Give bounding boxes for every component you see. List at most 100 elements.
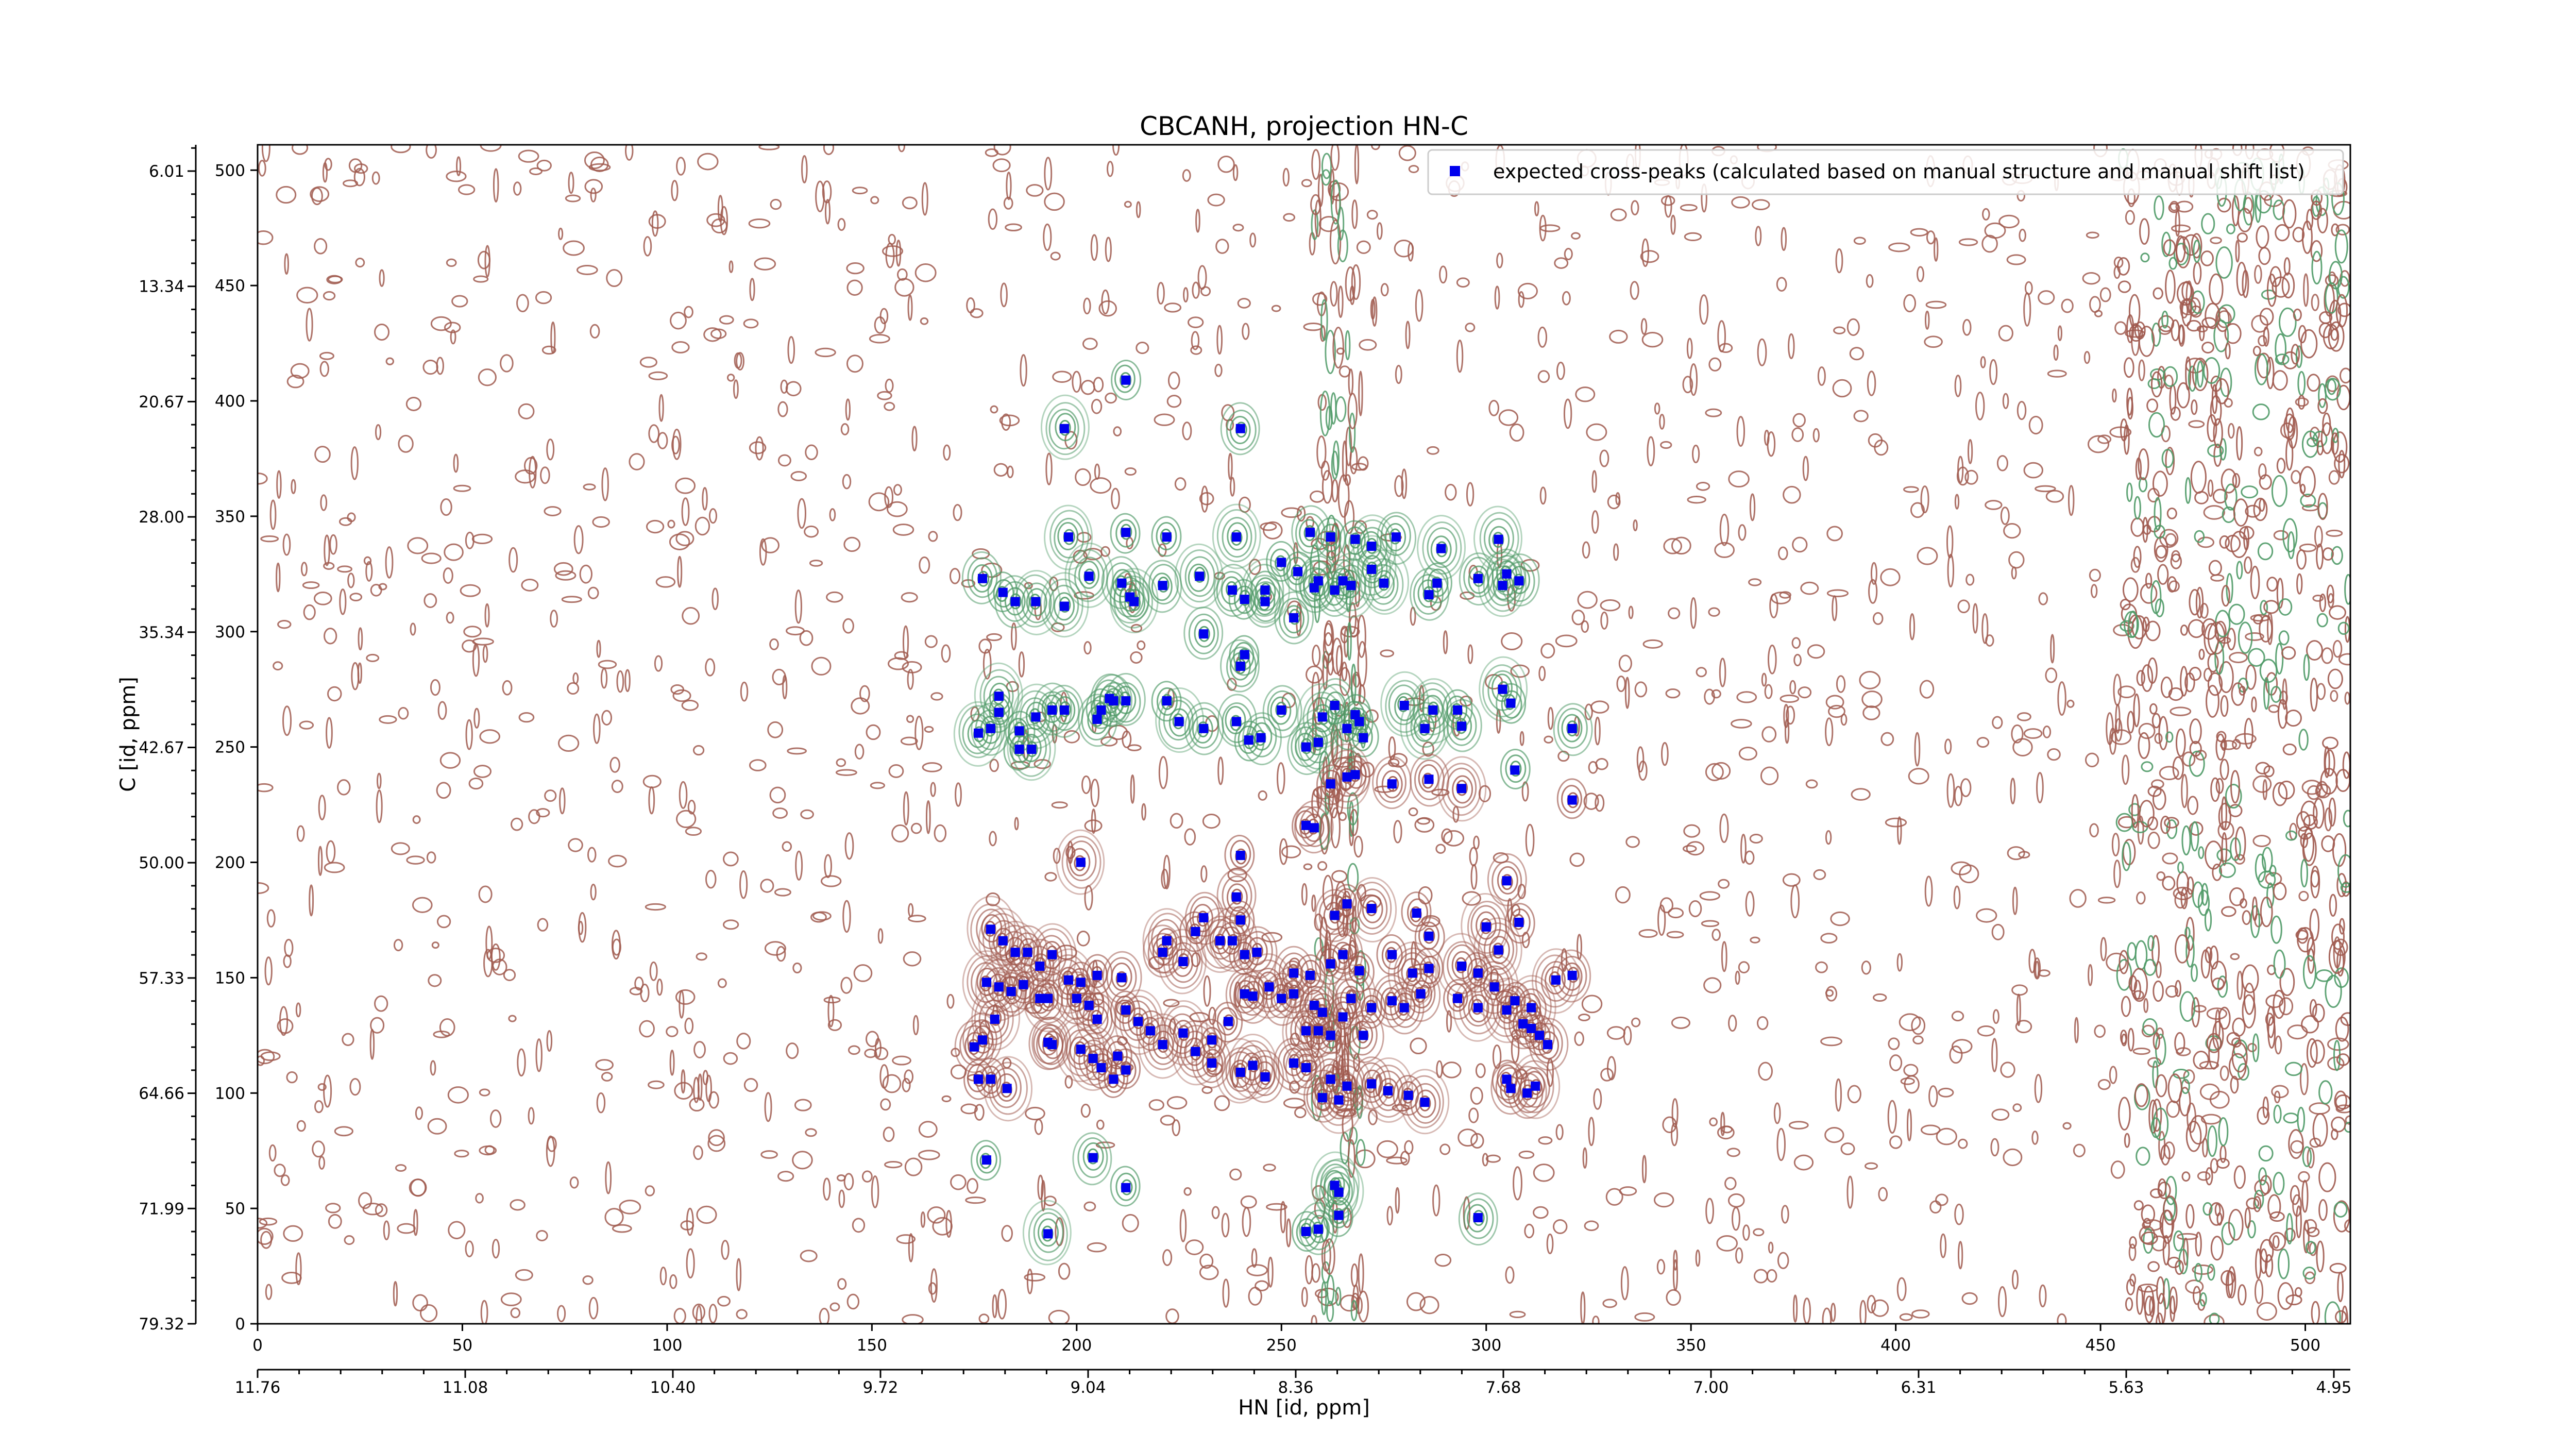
noise-contour xyxy=(296,287,318,304)
cross-peak-marker xyxy=(1088,1153,1098,1162)
noise-contour xyxy=(436,915,451,929)
peak-contour xyxy=(1026,741,1038,757)
edge-contour xyxy=(2261,847,2273,873)
cross-peak-marker xyxy=(1076,1044,1086,1054)
peak-contour xyxy=(1078,694,1118,747)
noise-contour xyxy=(422,359,438,375)
noise-contour xyxy=(596,1092,606,1114)
edge-contour xyxy=(2286,1212,2293,1245)
noise-contour xyxy=(1081,775,1091,794)
noise-contour xyxy=(465,1240,474,1257)
noise-contour xyxy=(2050,634,2055,664)
noise-contour xyxy=(1456,339,1464,373)
edge-contour xyxy=(2208,560,2222,576)
edge-contour xyxy=(2125,1297,2133,1311)
peak-contour xyxy=(1431,576,1443,593)
noise-contour xyxy=(2066,699,2075,708)
noise-contour xyxy=(1400,1151,1410,1166)
cross-peak-marker xyxy=(1240,989,1249,999)
noise-contour xyxy=(927,1206,946,1224)
noise-contour xyxy=(261,145,270,162)
noise-contour xyxy=(1788,333,1795,359)
peak-contour xyxy=(1423,928,1435,944)
noise-contour xyxy=(477,250,490,269)
cross-peak-marker xyxy=(1330,911,1340,920)
edge-contour xyxy=(2202,357,2221,384)
peak-contour xyxy=(1139,1017,1161,1046)
cross-peak-marker xyxy=(998,936,1008,946)
noise-contour xyxy=(2089,568,2101,582)
noise-contour xyxy=(1975,392,1985,420)
peak-contour xyxy=(1242,712,1282,766)
noise-contour xyxy=(355,258,365,268)
noise-contour xyxy=(605,1161,612,1194)
noise-contour xyxy=(799,630,814,646)
noise-contour xyxy=(1830,1303,1836,1322)
noise-contour xyxy=(1888,242,1910,252)
noise-contour xyxy=(1112,145,1120,156)
noise-contour xyxy=(347,572,355,588)
peak-contour xyxy=(1212,503,1261,569)
noise-contour xyxy=(584,179,603,194)
edge-contour xyxy=(2281,272,2295,299)
edge-contour xyxy=(2210,1236,2224,1261)
noise-contour xyxy=(2012,886,2018,915)
noise-contour xyxy=(879,308,889,325)
peak-contour xyxy=(1300,1060,1312,1076)
noise-contour xyxy=(473,275,489,283)
noise-contour xyxy=(1735,970,1740,985)
contour-layer xyxy=(258,145,2350,1324)
noise-contour xyxy=(391,842,410,855)
ridge-contour xyxy=(1332,440,1340,476)
edge-contour xyxy=(2212,488,2228,504)
noise-contour xyxy=(1954,785,1963,806)
noise-contour xyxy=(711,587,719,611)
noise-contour xyxy=(1482,1153,1489,1167)
peak-contour xyxy=(1183,606,1224,660)
cross-peak-marker xyxy=(1096,705,1106,715)
peak-contour xyxy=(1241,1052,1263,1081)
noise-contour xyxy=(2328,470,2340,485)
x-tick-label: 0 xyxy=(252,1336,263,1355)
noise-contour xyxy=(1518,291,1524,308)
peak-contour xyxy=(1421,562,1452,603)
noise-contour xyxy=(550,321,556,354)
edge-contour xyxy=(2241,485,2259,499)
noise-contour xyxy=(2015,1020,2032,1034)
edge-contour xyxy=(2278,307,2297,337)
noise-contour xyxy=(559,787,566,815)
noise-contour xyxy=(888,233,896,245)
noise-contour xyxy=(366,653,380,662)
noise-contour xyxy=(930,692,943,701)
noise-contour xyxy=(2199,1083,2220,1100)
cross-peak-marker xyxy=(1313,737,1323,747)
noise-contour xyxy=(1788,1121,1809,1130)
peak-contour xyxy=(1159,1000,1209,1066)
noise-contour xyxy=(1034,1119,1043,1135)
noise-contour xyxy=(312,1140,325,1158)
edge-contour xyxy=(2165,731,2174,743)
peak-contour xyxy=(1033,1212,1064,1253)
edge-contour xyxy=(2266,882,2275,908)
noise-contour xyxy=(318,1156,325,1170)
edge-contour xyxy=(2273,882,2287,901)
peak-contour xyxy=(1362,555,1383,584)
noise-contour xyxy=(1356,240,1371,254)
peak-contour xyxy=(1328,1085,1349,1114)
peak-contour xyxy=(1238,926,1278,980)
peak-contour xyxy=(1299,806,1330,847)
peak-contour xyxy=(1111,962,1132,991)
ridge-contour xyxy=(1351,1292,1360,1310)
edge-contour xyxy=(2214,620,2227,643)
noise-contour xyxy=(914,715,924,750)
cross-peak-marker xyxy=(1084,571,1094,581)
noise-contour xyxy=(489,1109,502,1128)
peak-contour xyxy=(1300,1021,1313,1038)
noise-contour xyxy=(1182,169,1191,182)
peak-contour xyxy=(1226,409,1257,450)
edge-contour xyxy=(2147,378,2161,390)
noise-contour xyxy=(896,1234,916,1244)
noise-contour xyxy=(1904,1075,1920,1094)
edge-contour xyxy=(2190,821,2199,852)
peak-contour xyxy=(1437,756,1487,822)
